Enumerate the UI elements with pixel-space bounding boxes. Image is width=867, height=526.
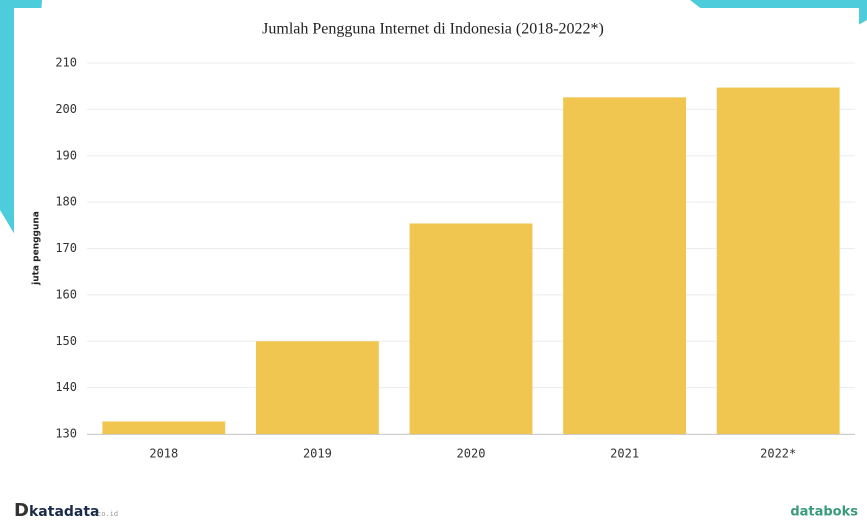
x-tick-label: 2021 <box>610 447 639 461</box>
y-tick-label: 200 <box>55 102 77 116</box>
bar <box>255 341 379 434</box>
bar <box>409 223 533 434</box>
x-tick-label: 2020 <box>457 447 486 461</box>
y-tick-label: 170 <box>55 241 77 255</box>
logo-left: katadata <box>29 504 100 520</box>
bar <box>716 87 840 435</box>
y-tick-label: 210 <box>55 56 77 70</box>
y-tick-label: 160 <box>55 287 77 301</box>
y-tick-label: 130 <box>55 427 77 441</box>
x-tick-label: 2019 <box>303 447 332 461</box>
logo-right: databoks <box>790 505 858 520</box>
y-tick-label: 140 <box>55 380 77 394</box>
y-tick-label: 190 <box>55 148 77 162</box>
y-tick-label: 180 <box>55 195 77 209</box>
bar <box>563 97 687 434</box>
logo-left-suffix: co.id <box>97 510 118 518</box>
chart-title: Jumlah Pengguna Internet di Indonesia (2… <box>262 21 604 38</box>
y-axis-title: juta pengguna <box>32 211 42 286</box>
y-tick-label: 150 <box>55 334 77 348</box>
bar <box>102 421 226 434</box>
logo-mark: D <box>14 500 29 521</box>
x-tick-label: 2022* <box>760 447 796 461</box>
x-tick-label: 2018 <box>149 447 178 461</box>
